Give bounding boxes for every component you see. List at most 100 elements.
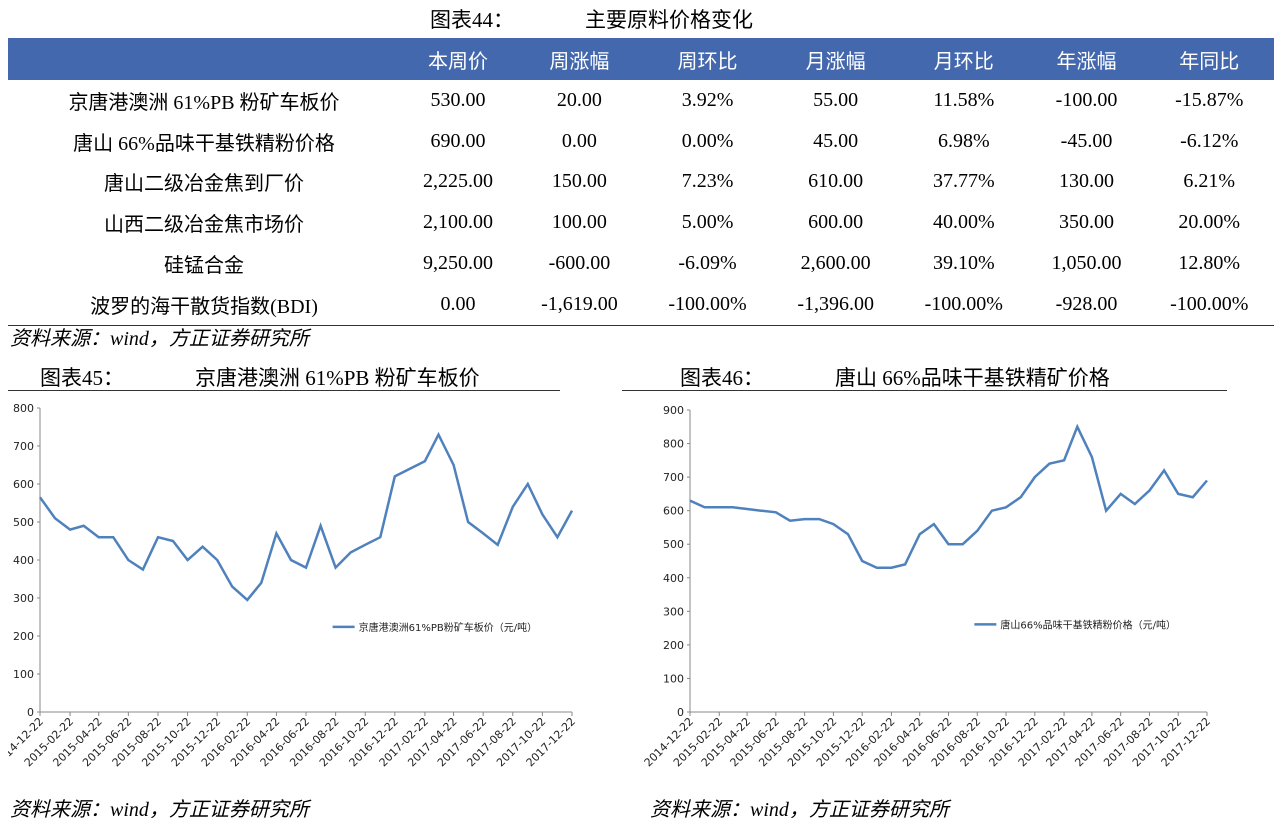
table-cell: 硅锰合金 — [164, 255, 244, 278]
line-chart: 01002003004005006007008009002014-12-2220… — [642, 404, 1213, 769]
y-tick-label: 800 — [13, 402, 34, 415]
table-cell: 55.00 — [813, 88, 859, 111]
table-cell: 12.80% — [1178, 252, 1241, 275]
y-tick-label: 900 — [663, 404, 684, 417]
table-cell: 130.00 — [1059, 170, 1115, 193]
y-tick-label: 300 — [663, 605, 684, 618]
table-cell: 530.00 — [430, 88, 486, 111]
table-row: 京唐港澳洲 61%PB 粉矿车板价 530.00 20.00 3.92% 55.00 11… — [8, 80, 1274, 121]
line-series — [689, 423, 1208, 569]
table-cell: 0.00 — [400, 283, 517, 326]
table-cell: 3.92% — [681, 88, 734, 111]
legend-label: 唐山66%品味干基铁精粉价格（元/吨） — [1000, 618, 1176, 631]
table-cell: 1,050.00 — [1051, 252, 1122, 275]
table-cell: 0.00% — [681, 129, 734, 152]
line-chart: 01002003004005006007008002014-12-222015-… — [8, 402, 578, 769]
figure-rule — [622, 390, 1227, 391]
figure-source: 资料来源：wind，方正证券研究所 — [10, 799, 309, 821]
table-cell: 波罗的海干散货指数(BDI) — [8, 283, 400, 326]
table-cell: 9,250.00 — [423, 252, 494, 275]
y-tick-label: 500 — [13, 516, 34, 529]
header-cell: 年同比 — [1144, 38, 1274, 80]
table-cell: 610.00 — [808, 170, 864, 193]
table-cell: -1,619.00 — [516, 283, 643, 326]
table-cell: 45.00 — [813, 129, 859, 152]
y-tick-label: 600 — [13, 478, 34, 491]
y-tick-label: 0 — [677, 706, 684, 719]
table-row: 波罗的海干散货指数(BDI) 0.00 -1,619.00 -100.00% -1,39… — [8, 283, 1274, 326]
table-cell: -100.00 — [1055, 88, 1118, 111]
table-cell: -45.00 — [1060, 129, 1113, 152]
figure-number: 图表45： — [40, 366, 124, 390]
table-cell: 2,100.00 — [423, 211, 494, 234]
header-cell: 周环比 — [642, 38, 773, 80]
figure-source: 资料来源：wind，方正证券研究所 — [650, 799, 949, 821]
table-cell: -15.87% — [1175, 88, 1244, 111]
table-cell: 150.00 — [551, 170, 607, 193]
y-tick-label: 200 — [13, 630, 34, 643]
table-cell: 600.00 — [808, 211, 864, 234]
table-cell: 20.00 — [556, 88, 602, 111]
table-cell: 20.00% — [1178, 211, 1241, 234]
y-tick-label: 600 — [663, 505, 684, 518]
table-cell: 100.00 — [551, 211, 607, 234]
table-title: 主要原料价格变化 — [585, 8, 753, 32]
table-cell: 2,600.00 — [800, 252, 871, 275]
header-cell — [8, 38, 400, 80]
y-tick-label: 500 — [663, 538, 684, 551]
y-tick-label: 100 — [663, 672, 684, 685]
y-tick-label: 0 — [27, 706, 34, 719]
table-number: 图表44： — [430, 8, 514, 32]
table-row: 唐山 66%品味干基铁精粉价格 690.00 0.00 0.00% 45.00 6.98%… — [8, 121, 1274, 162]
table-source: 资料来源：wind，方正证券研究所 — [10, 328, 309, 350]
y-tick-label: 300 — [13, 592, 34, 605]
table-cell: -600.00 — [548, 252, 611, 275]
table-cell: -928.00 — [1028, 283, 1145, 326]
header-cell: 月环比 — [899, 38, 1029, 80]
y-tick-label: 700 — [663, 471, 684, 484]
table-cell: 0.00 — [561, 129, 597, 152]
header-cell: 月涨幅 — [772, 38, 900, 80]
table-cell: 7.23% — [681, 170, 734, 193]
table-cell: 350.00 — [1059, 211, 1115, 234]
table-cell: -100.00% — [642, 283, 773, 326]
table-row: 硅锰合金 9,250.00 -600.00 -6.09% 2,600.00 39.10% 1… — [8, 243, 1274, 284]
header-cell: 年涨幅 — [1028, 38, 1145, 80]
y-tick-label: 700 — [13, 440, 34, 453]
table-cell: 39.10% — [932, 252, 995, 275]
table-cell: 40.00% — [932, 211, 995, 234]
table-cell: 5.00% — [681, 211, 734, 234]
table-cell: -100.00% — [1144, 283, 1274, 326]
table-row: 唐山二级冶金焦到厂价 2,225.00 150.00 7.23% 610.00 37.77… — [8, 162, 1274, 203]
table-cell: -100.00% — [899, 283, 1029, 326]
y-tick-label: 400 — [13, 554, 34, 567]
table-row: 山西二级冶金焦市场价 2,100.00 100.00 5.00% 600.00 40.00… — [8, 202, 1274, 243]
figure-title: 唐山 66%品味干基铁精矿价格 — [835, 366, 1110, 390]
header-cell: 本周价 — [400, 38, 517, 80]
table-cell: 京唐港澳洲 61%PB 粉矿车板价 — [68, 91, 340, 114]
price-table: 本周价 周涨幅 周环比 月涨幅 月环比 年涨幅 年同比 京唐港澳洲 61%PB 粉矿车板价 5… — [8, 38, 1274, 326]
figure-rule — [8, 390, 560, 391]
figure-number: 图表46： — [680, 366, 764, 390]
legend-label: 京唐港澳洲61%PB粉矿车板价（元/吨） — [359, 621, 537, 634]
header-cell: 周涨幅 — [516, 38, 643, 80]
y-tick-label: 400 — [663, 572, 684, 585]
table-cell: 2,225.00 — [423, 170, 494, 193]
table-cell: 690.00 — [430, 129, 486, 152]
table-cell: 11.58% — [933, 88, 995, 111]
table-cell: -6.09% — [678, 252, 737, 275]
table-cell: 6.98% — [937, 129, 990, 152]
table-cell: 6.21% — [1183, 170, 1236, 193]
table-cell: -6.12% — [1180, 129, 1239, 152]
line-series — [38, 431, 574, 602]
figure-title: 京唐港澳洲 61%PB 粉矿车板价 — [195, 366, 480, 390]
y-tick-label: 800 — [663, 438, 684, 451]
table-cell: -1,396.00 — [772, 283, 900, 326]
table-cell: 山西二级冶金焦市场价 — [104, 214, 304, 237]
table-cell: 唐山 66%品味干基铁精粉价格 — [73, 132, 335, 155]
y-tick-label: 100 — [13, 668, 34, 681]
y-tick-label: 200 — [663, 639, 684, 652]
table-cell: 37.77% — [932, 170, 995, 193]
table-cell: 唐山二级冶金焦到厂价 — [104, 173, 304, 196]
